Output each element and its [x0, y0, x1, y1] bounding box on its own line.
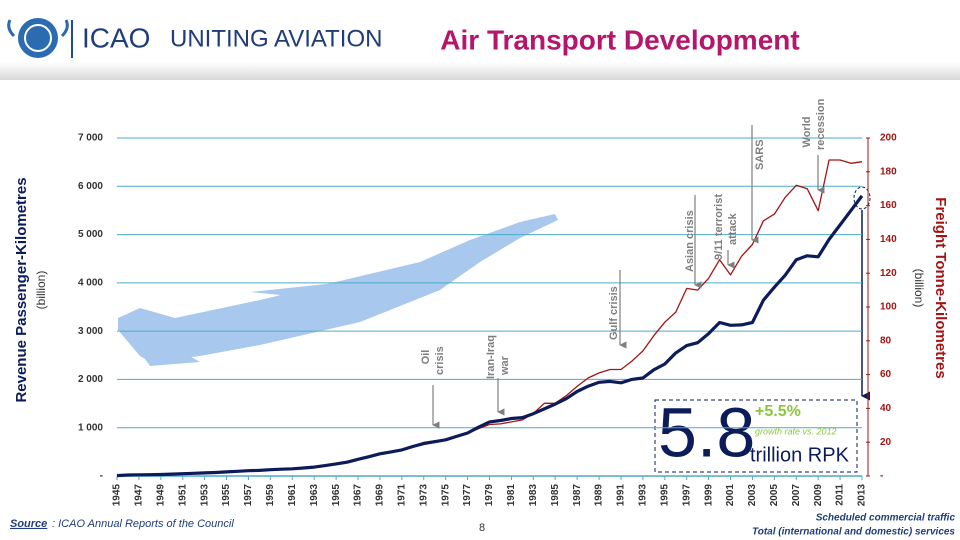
x-tick-label: 1993	[638, 484, 649, 507]
x-tick-label: 1967	[353, 484, 364, 507]
endpoint-circle	[853, 186, 871, 210]
y-tick-label: 2 000	[78, 374, 103, 385]
tagline: UNITING AVIATION	[170, 25, 382, 52]
logo-text: ICAO	[82, 22, 150, 53]
annotation-text: war	[499, 355, 511, 376]
x-tick-label: 2013	[857, 484, 868, 507]
y2-axis-title: Freight Tonne-Kilometres	[932, 197, 949, 378]
x-tick-label: 1983	[528, 484, 539, 507]
x-tick-label: 1979	[484, 484, 495, 507]
y2-tick-label: 100	[880, 302, 897, 313]
annotation-text: World	[801, 117, 813, 148]
x-tick-label: 1947	[134, 484, 145, 507]
x-tick-label: 1959	[265, 484, 276, 507]
x-tick-label: 1965	[331, 484, 342, 507]
y2-tick-label: 180	[880, 166, 897, 177]
x-tick-label: 2005	[769, 484, 780, 507]
y2-tick-label: 140	[880, 234, 897, 245]
annotation-text: Iran-Iraq	[485, 335, 497, 379]
growth-note: growth rate vs. 2012	[755, 426, 837, 436]
annotation-text: attack	[727, 212, 739, 245]
footer-note: Scheduled commercial traffic	[816, 513, 956, 524]
y-tick-label: -	[100, 471, 103, 482]
y2-tick-label: -	[880, 471, 883, 482]
x-tick-label: 1973	[418, 484, 429, 507]
x-tick-label: 1985	[550, 484, 561, 507]
x-tick-label: 1987	[572, 484, 583, 507]
x-tick-label: 1977	[462, 484, 473, 507]
y-tick-label: 4 000	[78, 277, 103, 288]
y-axis-title: Revenue Passenger-Kilometres	[13, 177, 30, 402]
icao-emblem	[7, 18, 69, 58]
annotation-text: recession	[815, 98, 827, 150]
chart-title: Air Transport Development	[440, 24, 799, 55]
x-tick-label: 1969	[375, 484, 386, 507]
annotation-text: crisis	[434, 346, 446, 375]
annotation-text: 9/11 terrorist	[713, 194, 725, 260]
x-tick-label: 1955	[221, 484, 232, 507]
x-tick-label: 1953	[199, 484, 210, 507]
footer: Source : ICAO Annual Reports of the Coun…	[10, 513, 955, 538]
x-tick-label: 2001	[725, 484, 736, 507]
x-tick-label: 2007	[791, 484, 802, 507]
y-axis-unit: (billion)	[34, 271, 48, 310]
source-label: Source	[10, 518, 47, 530]
highlight-unit: trillion RPK	[750, 444, 850, 466]
x-tick-label: 1997	[681, 484, 692, 507]
y2-tick-label: 60	[880, 369, 892, 380]
x-tick-label: 1949	[155, 484, 166, 507]
annotation-text: Asian crisis	[684, 210, 696, 272]
y2-tick-label: 200	[880, 133, 897, 144]
annotation-text: SARS	[754, 139, 766, 170]
x-tick-label: 1975	[440, 484, 451, 507]
x-tick-label: 1945	[112, 484, 123, 507]
x-tick-label: 1971	[396, 484, 407, 507]
y-tick-label: 6 000	[78, 181, 103, 192]
airplane-silhouette	[118, 214, 558, 366]
highlight-box	[654, 399, 858, 473]
y2-tick-label: 40	[880, 403, 892, 414]
x-tick-label: 1961	[287, 484, 298, 507]
footer-note: Total (international and domestic) servi…	[752, 527, 955, 538]
x-tick-label: 1995	[659, 484, 670, 507]
series-line	[116, 194, 864, 478]
annotation-text: Gulf crisis	[608, 286, 620, 340]
y-tick-label: 1 000	[78, 422, 103, 433]
x-tick-label: 1989	[594, 484, 605, 507]
x-tick-label: 1991	[616, 484, 627, 507]
x-tick-label: 2003	[747, 484, 758, 507]
y-tick-label: 3 000	[78, 326, 103, 337]
x-tick-label: 1999	[703, 484, 714, 507]
x-tick-label: 1981	[506, 484, 517, 507]
page-number: 8	[479, 522, 485, 534]
y-tick-label: 5 000	[78, 229, 103, 240]
y2-tick-label: 160	[880, 200, 897, 211]
source-text: : ICAO Annual Reports of the Council	[52, 518, 234, 530]
x-tick-label: 1957	[243, 484, 254, 507]
y2-tick-label: 80	[880, 335, 892, 346]
growth-rate: +5.5%	[755, 403, 801, 420]
y2-tick-label: 20	[880, 437, 892, 448]
annotation-text: Oil	[420, 350, 432, 365]
x-tick-label: 1963	[309, 484, 320, 507]
x-tick-label: 2011	[835, 484, 846, 506]
x-tick-label: 2009	[813, 484, 824, 507]
y2-axis-unit: (billion)	[912, 269, 926, 308]
x-tick-label: 1951	[177, 484, 188, 507]
y-tick-label: 7 000	[78, 133, 103, 144]
y2-tick-label: 120	[880, 268, 897, 279]
highlight-value: 5.8	[658, 393, 755, 471]
header-shade	[0, 62, 960, 80]
